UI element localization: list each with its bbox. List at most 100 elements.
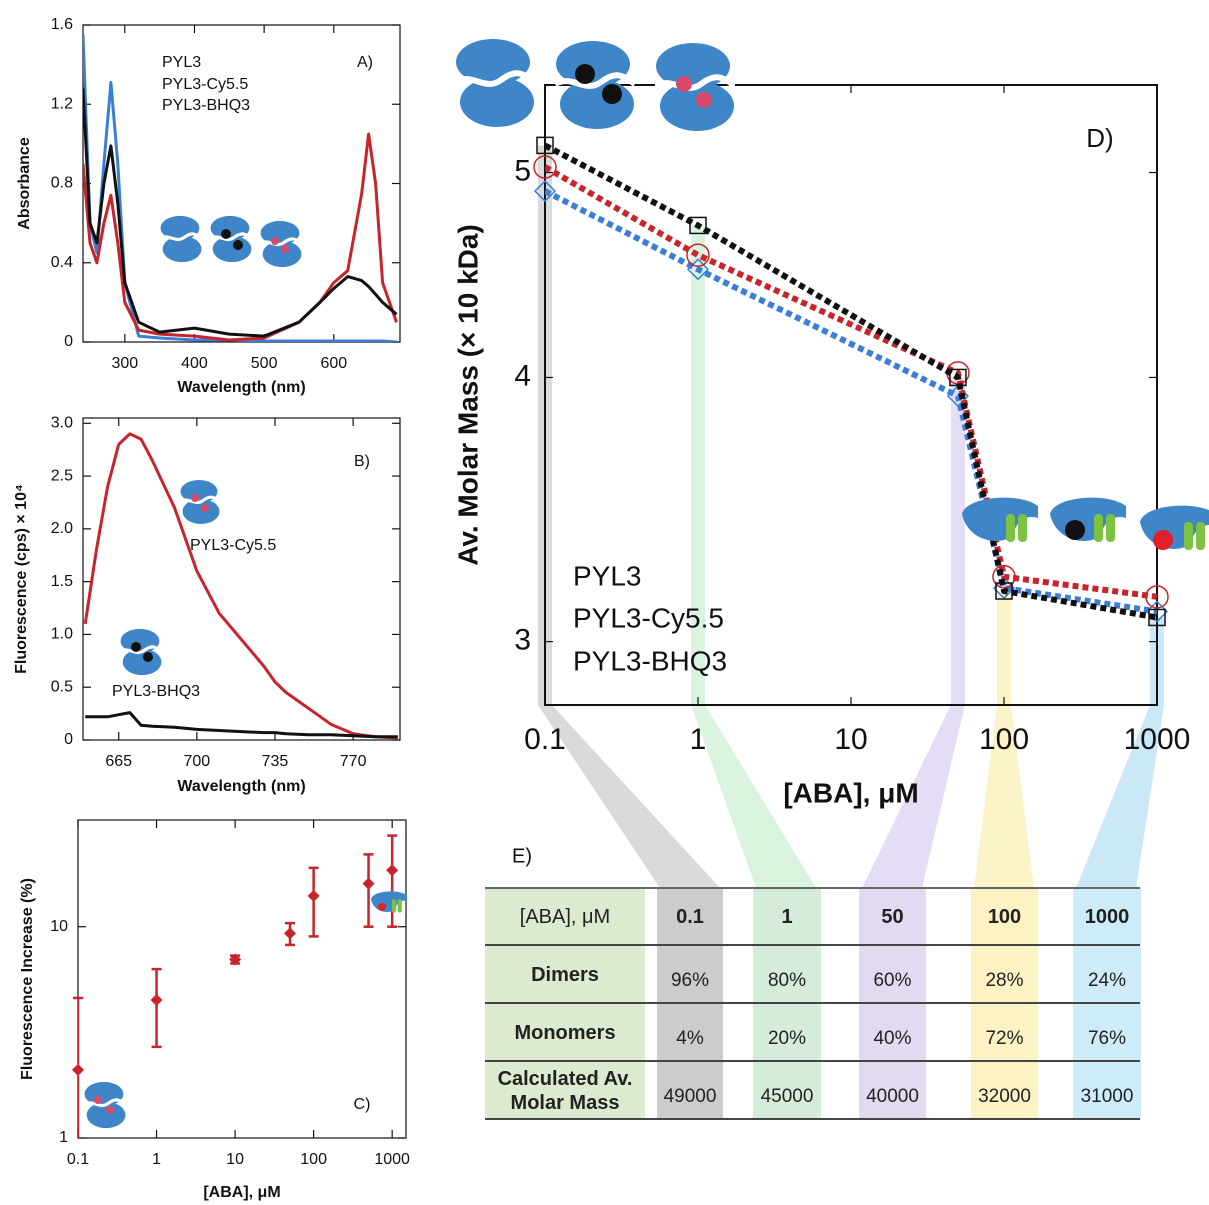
y-tick-label: 2.0: [51, 520, 73, 537]
dimer-icon: [455, 39, 535, 127]
ligand-red: [1153, 530, 1173, 550]
data-point: [307, 889, 320, 902]
table-row-label: Calculated Av. Molar Mass: [497, 1068, 633, 1114]
panel-label: D): [1086, 123, 1113, 153]
dimer-icon: [655, 43, 735, 131]
y-tick-label: 0.4: [51, 254, 73, 271]
y-tick-label: 1: [59, 1129, 68, 1146]
x-tick-label: 400: [181, 355, 208, 372]
data-point: [992, 564, 1016, 589]
x-axis-label: Wavelength (nm): [177, 379, 305, 396]
x-tick-label: 10: [226, 1151, 244, 1168]
data-point: [229, 953, 242, 966]
ligand-red: [191, 494, 199, 502]
table-header-cell: 1000: [1084, 906, 1130, 928]
data-point: [533, 155, 557, 179]
connector-band: [1076, 617, 1164, 888]
legend-entry: PYL3-Cy5.5: [190, 537, 276, 554]
data-point: [1148, 608, 1166, 627]
dimer-icon: [84, 1080, 126, 1130]
ligand-black: [233, 240, 243, 250]
ligand-red: [201, 504, 209, 512]
x-axis-label: [ABA], μM: [203, 1184, 280, 1201]
data-point: [362, 877, 375, 890]
y-tick-label: 0.5: [51, 678, 73, 695]
connector-band: [974, 591, 1034, 888]
x-tick-label: 100: [300, 1151, 327, 1168]
table-row-label: Dimers: [531, 964, 599, 986]
column-background: [753, 888, 821, 1120]
y-tick-label: 2.5: [51, 467, 73, 484]
y-tick-label: 0.8: [51, 175, 73, 192]
panel-label: B): [354, 453, 370, 470]
monomer-icon: [370, 891, 408, 913]
x-tick-label: 500: [251, 355, 278, 372]
ligand-red: [94, 1096, 102, 1104]
ligand-red: [696, 92, 712, 108]
table-cell: 28%: [985, 969, 1024, 991]
y-tick-label: 3: [514, 624, 531, 657]
y-tick-label: 1.0: [51, 626, 73, 643]
data-point: [533, 180, 557, 203]
data-point: [1145, 600, 1169, 623]
table-cell: 96%: [670, 969, 710, 991]
column-background: [971, 888, 1038, 1120]
x-tick-label: 0.1: [67, 1151, 89, 1168]
y-tick-label: 3.0: [51, 414, 73, 431]
data-point: [536, 136, 554, 155]
x-tick-label: 10: [834, 723, 867, 756]
ligand-black: [1065, 520, 1085, 540]
y-tick-label: 0: [64, 333, 73, 350]
dimer-icon: [180, 478, 220, 526]
table-rule: [485, 944, 1140, 946]
x-tick-label: 1: [690, 723, 707, 756]
table-cell: 40%: [873, 1027, 912, 1049]
table-rule: [485, 1118, 1140, 1120]
dimer-icon: [160, 215, 202, 263]
ligand-black: [575, 64, 595, 84]
legend-entry: PYL3-BHQ3: [573, 645, 727, 676]
data-point: [689, 216, 707, 235]
x-tick-label: 1000: [374, 1151, 410, 1168]
y-tick-label: 1.6: [51, 16, 73, 33]
series-line: [83, 432, 398, 740]
data-point: [72, 1063, 84, 1076]
table-rule: [485, 1060, 1140, 1062]
y-axis-label: Fluorescence Increase (%): [19, 878, 36, 1080]
legend-entry: PYL3: [162, 54, 201, 71]
table-header-cell: 1: [781, 906, 793, 928]
ligand-red: [106, 1106, 114, 1114]
table-rule: [485, 887, 1140, 889]
data-point: [686, 258, 710, 281]
x-tick-label: 1000: [1124, 723, 1191, 756]
table-cell: 32000: [978, 1085, 1031, 1107]
ligand-red: [378, 903, 386, 911]
column-background: [859, 888, 926, 1120]
table-cell: 60%: [873, 969, 912, 991]
series-line: [545, 142, 1157, 621]
y-axis-label: Absorbance: [16, 137, 33, 230]
table-cell: 80%: [767, 969, 807, 991]
legend-entry: PYL3-Cy5.5: [162, 76, 248, 93]
monomer-icon: [1140, 505, 1209, 550]
y-tick-label: 4: [514, 359, 531, 392]
series-line: [83, 132, 398, 342]
dimer-icon: [120, 627, 162, 677]
table-cell: 31000: [1080, 1085, 1134, 1107]
protein-cartoons: [84, 39, 1209, 1130]
table-header-cell: [ABA], μM: [519, 906, 611, 928]
x-tick-label: 600: [320, 355, 347, 372]
table-cell: 4%: [676, 1027, 704, 1049]
x-tick-label: 770: [340, 753, 367, 770]
series-line: [83, 88, 398, 338]
legend-entry: PYL3-BHQ3: [112, 683, 200, 700]
ligand-black: [221, 229, 231, 239]
table-cell: 49000: [663, 1085, 717, 1107]
panel-label: C): [354, 1096, 371, 1113]
x-tick-label: 1: [152, 1151, 161, 1168]
dimer-icon: [260, 220, 302, 268]
data-point: [150, 993, 163, 1006]
table-cell: 20%: [767, 1027, 807, 1049]
